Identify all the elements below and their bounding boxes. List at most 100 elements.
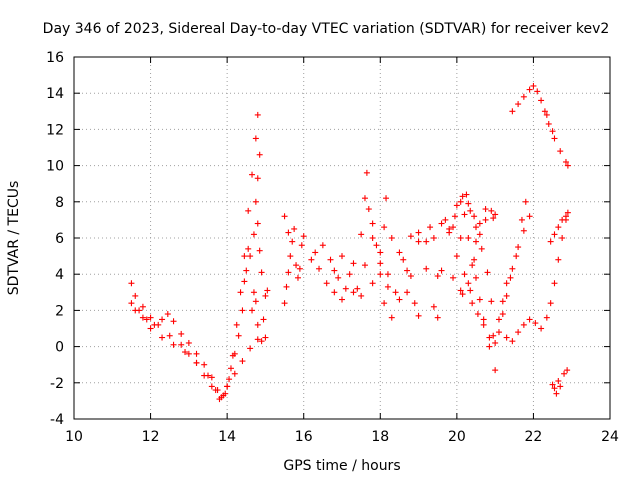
data-point xyxy=(237,289,244,296)
data-point xyxy=(241,253,248,260)
data-point xyxy=(534,88,541,95)
grid-lines xyxy=(74,57,610,419)
data-point xyxy=(404,289,411,296)
data-point xyxy=(139,314,146,321)
data-point xyxy=(564,367,571,374)
data-point xyxy=(459,291,466,298)
data-point xyxy=(482,206,489,213)
data-point xyxy=(465,235,472,241)
data-point xyxy=(170,318,177,325)
data-point xyxy=(515,329,522,336)
data-point xyxy=(235,332,242,339)
data-point xyxy=(469,300,476,307)
data-point xyxy=(480,321,487,328)
y-tick-label: 12 xyxy=(46,122,64,138)
data-point xyxy=(518,216,525,223)
data-point xyxy=(509,338,516,345)
data-point xyxy=(252,135,259,142)
data-point xyxy=(492,339,499,346)
data-point xyxy=(294,274,301,281)
data-point xyxy=(300,233,307,240)
data-point xyxy=(564,162,571,169)
data-point xyxy=(551,135,558,142)
data-point xyxy=(205,372,211,379)
data-point xyxy=(327,256,334,263)
y-axis-label: SDTVAR / TECUs xyxy=(6,181,22,296)
x-tick-label: 22 xyxy=(525,429,543,445)
data-point xyxy=(323,280,330,287)
data-point xyxy=(526,316,533,323)
data-point xyxy=(363,169,370,176)
data-point xyxy=(249,307,256,314)
data-point xyxy=(547,300,554,307)
x-tick-label: 12 xyxy=(142,429,160,445)
data-point xyxy=(281,213,288,220)
data-point xyxy=(555,224,562,231)
data-point xyxy=(254,111,261,118)
data-point xyxy=(377,271,384,278)
data-point xyxy=(453,253,460,260)
data-point xyxy=(509,108,516,115)
data-point xyxy=(178,330,185,337)
data-point xyxy=(495,316,502,323)
data-point xyxy=(239,307,246,314)
data-point xyxy=(384,283,391,290)
data-point xyxy=(557,383,564,390)
data-point xyxy=(457,235,464,241)
data-point xyxy=(559,216,566,223)
data-point xyxy=(561,370,568,377)
data-point xyxy=(557,148,564,155)
y-tick-label: 8 xyxy=(55,195,64,211)
data-point xyxy=(520,227,527,234)
data-point xyxy=(503,280,510,287)
data-point xyxy=(208,374,215,381)
data-point xyxy=(465,200,472,207)
data-point xyxy=(159,334,166,341)
data-point xyxy=(476,296,483,303)
data-point xyxy=(543,314,550,321)
data-point xyxy=(473,224,479,231)
data-point xyxy=(258,338,265,345)
data-point xyxy=(473,238,479,245)
data-point xyxy=(467,207,474,214)
data-point xyxy=(471,213,478,220)
data-point xyxy=(407,233,414,240)
data-point xyxy=(400,256,407,263)
x-tick-label: 16 xyxy=(295,429,313,445)
data-point xyxy=(239,358,246,365)
data-point xyxy=(526,213,533,220)
data-point xyxy=(486,343,493,350)
data-point xyxy=(388,235,395,241)
data-point xyxy=(247,253,254,260)
data-point xyxy=(350,289,357,296)
data-point xyxy=(377,260,384,267)
data-point xyxy=(212,387,219,394)
x-tick-label: 14 xyxy=(218,429,236,445)
data-point xyxy=(471,256,478,263)
data-point xyxy=(520,321,527,328)
data-point xyxy=(415,229,422,236)
data-point xyxy=(396,296,403,303)
data-point xyxy=(285,229,292,236)
data-point xyxy=(201,361,208,368)
data-point xyxy=(526,86,533,93)
data-point xyxy=(499,311,506,318)
data-point xyxy=(256,151,263,158)
data-point xyxy=(411,300,418,307)
data-point xyxy=(434,314,441,321)
data-point xyxy=(312,249,319,256)
data-point xyxy=(316,265,323,272)
y-tick-label: 16 xyxy=(46,50,64,66)
y-axis-ticks: -4 -2 0 2 4 6 8 10 12 14 16 xyxy=(46,50,610,428)
data-point xyxy=(530,82,537,89)
data-point xyxy=(178,341,185,348)
data-point xyxy=(547,238,554,245)
data-point xyxy=(358,231,365,238)
data-point xyxy=(434,273,441,280)
data-point xyxy=(488,298,495,305)
data-point xyxy=(185,350,192,357)
data-point xyxy=(430,235,437,241)
y-tick-label: 0 xyxy=(55,340,64,356)
y-tick-label: -4 xyxy=(50,412,64,428)
